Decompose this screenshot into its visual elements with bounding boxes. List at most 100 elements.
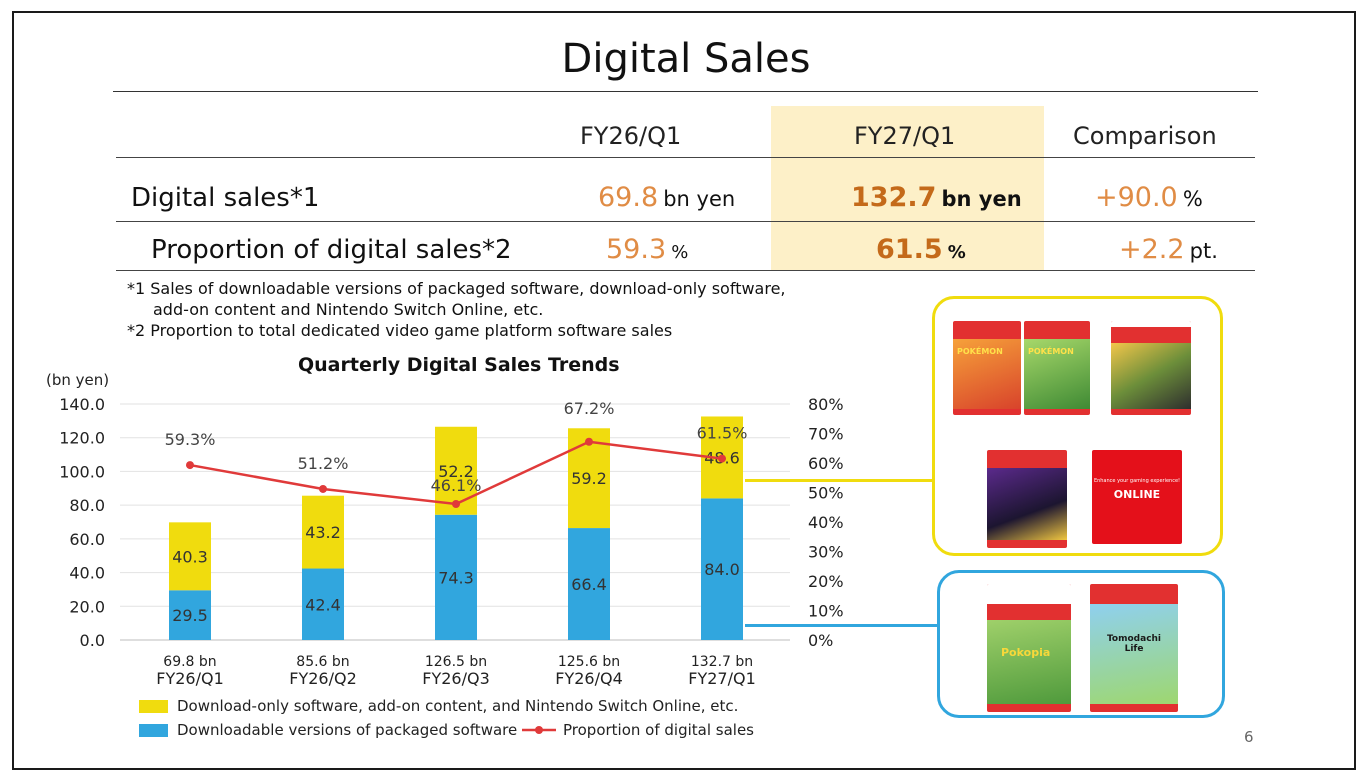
yellow-connector — [745, 479, 933, 482]
box-art-pokemon-green-logo: POKÉMON — [1028, 347, 1074, 356]
box-art-pokemon-red: POKÉMON — [953, 321, 1021, 415]
x-tick-label: FY26/Q2 — [289, 669, 357, 688]
bar-packaged-FY26/Q3 — [435, 514, 477, 640]
box-art-pokemon-red-logo: POKÉMON — [957, 347, 1003, 356]
legend-label-packaged: Downloadable versions of packaged softwa… — [177, 721, 518, 739]
bar-label-download-only: 43.2 — [305, 523, 341, 542]
y2-tick-label: 0% — [808, 631, 833, 650]
table-row-rule — [116, 221, 1255, 222]
y2-tick-label: 30% — [808, 543, 844, 562]
table-bottom-rule — [116, 270, 1255, 271]
proportion-fy26q1: 59.3 % — [606, 234, 688, 265]
x-total-label: 69.8 bn — [163, 654, 216, 670]
proportion-fy27q1-value: 61.5 — [876, 234, 943, 265]
bar-label-packaged: 42.4 — [305, 595, 341, 614]
proportion-fy26q1-value: 59.3 — [606, 234, 667, 265]
box-art-switch-online: Enhance your gaming experience! ONLINE — [1092, 450, 1182, 544]
x-tick-label: FY27/Q1 — [688, 669, 756, 688]
x-total-label: 126.5 bn — [425, 654, 487, 670]
y-tick-label: 140.0 — [59, 395, 105, 414]
bar-packaged-FY27/Q1 — [701, 498, 743, 640]
legend-swatch-download-only — [139, 700, 168, 713]
digital-sales-comparison-value: +90.0 — [1095, 182, 1178, 213]
bar-label-download-only: 52.2 — [438, 462, 474, 481]
box-art-pokopia-logo: Pokopia — [1001, 646, 1051, 659]
digital-sales-fy26q1: 69.8 bn yen — [598, 182, 735, 213]
y-tick-label: 40.0 — [69, 564, 105, 583]
bar-packaged-FY26/Q1 — [169, 590, 211, 640]
y2-tick-label: 10% — [808, 602, 844, 621]
proportion-fy27q1: 61.5 % — [876, 234, 966, 265]
bar-packaged-FY26/Q4 — [568, 528, 610, 640]
header-fy26q1: FY26/Q1 — [580, 122, 682, 150]
bar-label-packaged: 29.5 — [172, 606, 208, 625]
proportion-label: 46.1% — [431, 476, 482, 495]
digital-sales-comparison-unit: % — [1182, 187, 1203, 211]
box-art-mario-upgrade — [1111, 321, 1191, 415]
digital-sales-comparison: +90.0 % — [1095, 182, 1203, 213]
proportion-point-FY27/Q1 — [718, 454, 726, 463]
fy27-highlight-column — [771, 106, 1044, 270]
proportion-point-FY26/Q3 — [452, 500, 460, 509]
proportion-comparison-value: +2.2 — [1119, 234, 1185, 265]
y-tick-label: 80.0 — [69, 496, 105, 515]
row-label-proportion: Proportion of digital sales*2 — [151, 235, 512, 265]
table-header-rule — [116, 157, 1255, 158]
digital-sales-fy27q1-unit: bn yen — [941, 187, 1022, 211]
y2-tick-label: 40% — [808, 513, 844, 532]
proportion-label: 51.2% — [298, 454, 349, 473]
bar-label-download-only: 40.3 — [172, 547, 208, 566]
legend-swatch-packaged — [139, 724, 168, 737]
proportion-comparison-unit: pt. — [1189, 239, 1218, 263]
proportion-label: 59.3% — [165, 430, 216, 449]
digital-sales-fy26q1-value: 69.8 — [598, 182, 659, 213]
y-tick-label: 100.0 — [59, 462, 105, 481]
bar-download-only-FY26/Q2 — [302, 495, 344, 569]
legend-label-proportion: Proportion of digital sales — [563, 721, 754, 739]
bar-label-packaged: 84.0 — [704, 560, 740, 579]
box-art-pokemon-green: POKÉMON — [1024, 321, 1090, 415]
x-tick-label: FY26/Q3 — [422, 669, 490, 688]
y2-tick-label: 20% — [808, 572, 844, 591]
proportion-fy26q1-unit: % — [671, 242, 689, 263]
proportion-point-FY26/Q1 — [186, 461, 194, 470]
packaged-titles-box: Pokopia Tomodachi Life — [937, 570, 1225, 718]
x-total-label: 132.7 bn — [691, 654, 753, 670]
y-tick-label: 120.0 — [59, 429, 105, 448]
note-1-line-1: *1 Sales of downloadable versions of pac… — [127, 279, 786, 298]
digital-sales-fy27q1-value: 132.7 — [851, 182, 937, 213]
header-comparison: Comparison — [1073, 122, 1217, 150]
y-tick-label: 20.0 — [69, 597, 105, 616]
y2-tick-label: 80% — [808, 395, 844, 414]
proportion-comparison: +2.2 pt. — [1119, 234, 1218, 265]
blue-connector — [745, 624, 938, 627]
chart-title: Quarterly Digital Sales Trends — [298, 354, 620, 376]
box-art-tomodachi-life-logo: Tomodachi Life — [1106, 634, 1162, 654]
bar-download-only-FY26/Q1 — [169, 522, 211, 591]
x-total-label: 125.6 bn — [558, 654, 620, 670]
proportion-fy27q1-unit: % — [947, 242, 966, 263]
x-tick-label: FY26/Q4 — [555, 669, 623, 688]
title-rule — [113, 91, 1258, 92]
y2-tick-label: 50% — [808, 484, 844, 503]
y-tick-label: 60.0 — [69, 530, 105, 549]
box-art-pokopia: Pokopia — [987, 584, 1071, 712]
proportion-label: 61.5% — [697, 424, 748, 443]
proportion-point-FY26/Q2 — [319, 484, 327, 493]
proportion-label: 67.2% — [564, 399, 615, 418]
bar-packaged-FY26/Q2 — [302, 568, 344, 640]
x-total-label: 85.6 bn — [296, 654, 349, 670]
download-only-titles-box: POKÉMON POKÉMON Enhance your gaming expe… — [932, 296, 1223, 556]
y-axis-title: (bn yen) — [46, 371, 109, 389]
bar-label-download-only: 59.2 — [571, 469, 607, 488]
slide-title: Digital Sales — [561, 36, 811, 82]
y2-tick-label: 70% — [808, 425, 844, 444]
switch-online-logo: ONLINE — [1113, 488, 1161, 501]
box-art-pokemon-addon — [987, 450, 1067, 548]
note-1-line-2: add-on content and Nintendo Switch Onlin… — [153, 300, 544, 319]
y-tick-label: 0.0 — [80, 631, 105, 650]
slide-frame — [12, 11, 1356, 770]
row-label-digital-sales: Digital sales*1 — [131, 183, 320, 213]
legend-swatch-proportion — [522, 726, 556, 734]
